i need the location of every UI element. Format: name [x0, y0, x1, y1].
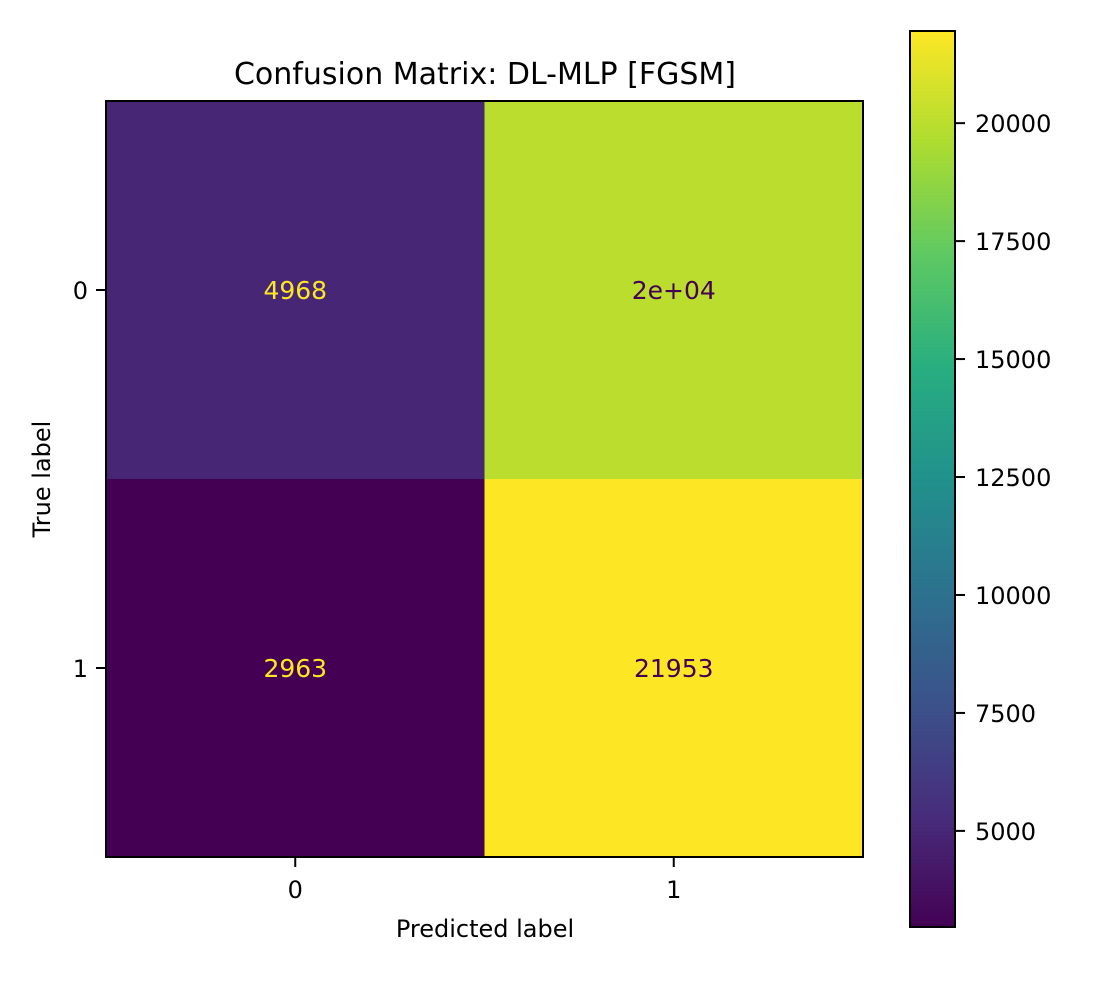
- matrix-cell-0-1: [484, 101, 864, 480]
- matrix-frame: [105, 100, 864, 858]
- chart-title: Confusion Matrix: DL-MLP [FGSM]: [234, 57, 736, 92]
- matrix-cell-label-1-0: 2963: [263, 654, 327, 683]
- matrix-cell-label-0-1: 2e+04: [632, 276, 716, 305]
- colorbar-ticks: 5000 7500 10000 12500 15000 17500 20000: [955, 110, 1051, 846]
- matrix-cell-0-0: [106, 101, 485, 480]
- matrix-cell-label-1-1: 21953: [634, 654, 714, 683]
- matrix-cells: [106, 101, 864, 858]
- colorbar-tick-label-6: 20000: [975, 110, 1051, 138]
- y-axis-ticks: 01: [73, 277, 106, 683]
- y-tick-label-0: 0: [73, 277, 88, 305]
- colorbar-tick-label-4: 15000: [975, 346, 1051, 374]
- colorbar-tick-label-0: 5000: [975, 818, 1036, 846]
- matrix-cell-label-0-0: 4968: [263, 276, 327, 305]
- y-axis-label: True label: [28, 421, 56, 539]
- y-tick-label-1: 1: [73, 655, 88, 683]
- x-tick-label-0: 0: [288, 876, 303, 904]
- colorbar-tick-label-5: 17500: [975, 228, 1051, 256]
- colorbar-frame: [909, 30, 956, 928]
- matrix-cell-1-1: [484, 479, 864, 858]
- colorbar: [910, 31, 955, 927]
- colorbar-tick-label-3: 12500: [975, 464, 1051, 492]
- x-tick-label-1: 1: [666, 876, 681, 904]
- colorbar-tick-label-2: 10000: [975, 582, 1051, 610]
- matrix-cell-labels: 4968 2e+04 2963 21953: [263, 276, 715, 683]
- x-axis-label: Predicted label: [396, 915, 574, 943]
- matrix-cell-1-0: [106, 479, 485, 858]
- colorbar-tick-label-1: 7500: [975, 700, 1036, 728]
